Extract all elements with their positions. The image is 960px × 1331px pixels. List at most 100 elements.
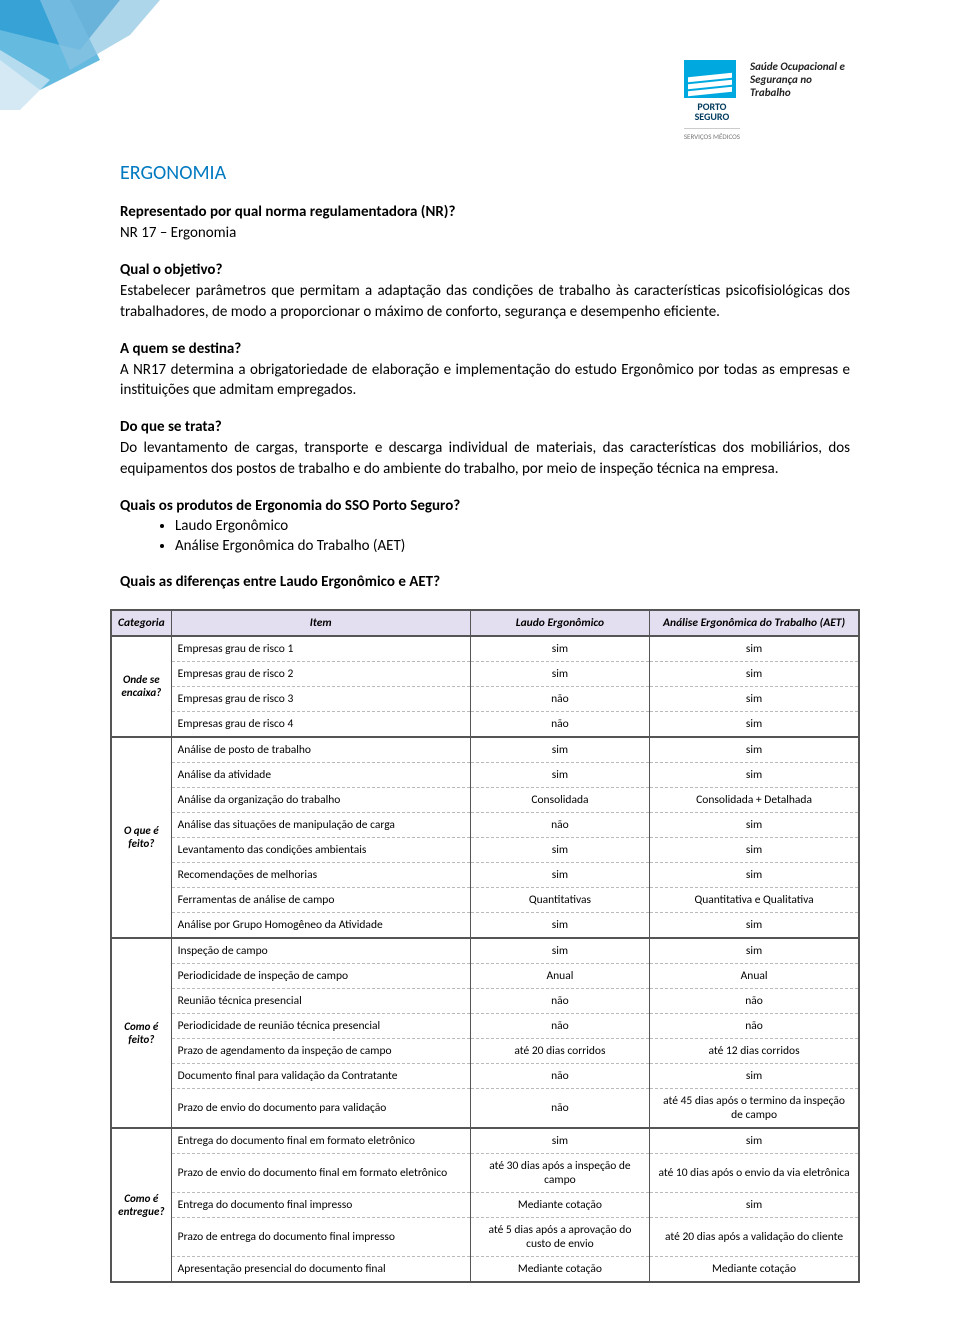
- item-cell: Empresas grau de risco 4: [171, 711, 470, 737]
- aet-cell: sim: [650, 1063, 859, 1088]
- aet-cell: sim: [650, 938, 859, 964]
- laudo-cell: não: [470, 812, 649, 837]
- section-answer: Do levantamento de cargas, transporte e …: [120, 438, 850, 479]
- item-cell: Prazo de agendamento da inspeção de camp…: [171, 1038, 470, 1063]
- table-row: Empresas grau de risco 2simsim: [111, 661, 859, 686]
- laudo-cell: Quantitativas: [470, 887, 649, 912]
- table-row: Periodicidade de inspeção de campoAnualA…: [111, 963, 859, 988]
- laudo-cell: sim: [470, 636, 649, 662]
- table-row: Recomendações de melhoriassimsim: [111, 862, 859, 887]
- table-row: Empresas grau de risco 4nãosim: [111, 711, 859, 737]
- section-answer: NR 17 – Ergonomia: [120, 223, 850, 243]
- item-cell: Prazo de envio do documento final em for…: [171, 1153, 470, 1192]
- laudo-cell: até 20 dias corridos: [470, 1038, 649, 1063]
- aet-cell: sim: [650, 686, 859, 711]
- laudo-cell: Anual: [470, 963, 649, 988]
- laudo-cell: não: [470, 1013, 649, 1038]
- table-row: Documento final para validação da Contra…: [111, 1063, 859, 1088]
- item-cell: Levantamento das condições ambientais: [171, 837, 470, 862]
- category-cell: Como é feito?: [111, 938, 171, 1128]
- laudo-cell: sim: [470, 938, 649, 964]
- laudo-cell: até 5 dias após a aprovação do custo de …: [470, 1217, 649, 1256]
- aet-cell: sim: [650, 636, 859, 662]
- aet-cell: Quantitativa e Qualitativa: [650, 887, 859, 912]
- laudo-cell: não: [470, 686, 649, 711]
- laudo-cell: sim: [470, 661, 649, 686]
- table-row: Ferramentas de análise de campoQuantitat…: [111, 887, 859, 912]
- item-cell: Documento final para validação da Contra…: [171, 1063, 470, 1088]
- item-cell: Análise por Grupo Homogêneo da Atividade: [171, 912, 470, 938]
- aet-cell: Mediante cotação: [650, 1256, 859, 1282]
- laudo-cell: não: [470, 1063, 649, 1088]
- section-question: Do que se trata?: [120, 418, 850, 436]
- laudo-cell: sim: [470, 837, 649, 862]
- table-row: Análise da organização do trabalhoConsol…: [111, 787, 859, 812]
- table-row: Prazo de agendamento da inspeção de camp…: [111, 1038, 859, 1063]
- aet-cell: até 12 dias corridos: [650, 1038, 859, 1063]
- table-row: Prazo de envio do documento para validaç…: [111, 1088, 859, 1128]
- table-row: Onde se encaixa?Empresas grau de risco 1…: [111, 636, 859, 662]
- table-row: Empresas grau de risco 3nãosim: [111, 686, 859, 711]
- item-cell: Prazo de entrega do documento final impr…: [171, 1217, 470, 1256]
- laudo-cell: não: [470, 1088, 649, 1128]
- col-header-aet: Análise Ergonômica do Trabalho (AET): [650, 610, 859, 636]
- category-cell: Onde se encaixa?: [111, 636, 171, 737]
- col-header-laudo: Laudo Ergonômico: [470, 610, 649, 636]
- laudo-cell: não: [470, 711, 649, 737]
- table-row: O que é feito?Análise de posto de trabal…: [111, 737, 859, 763]
- laudo-cell: sim: [470, 762, 649, 787]
- aet-cell: até 10 dias após o envio da via eletrôni…: [650, 1153, 859, 1192]
- aet-cell: sim: [650, 837, 859, 862]
- aet-cell: sim: [650, 762, 859, 787]
- brand-tagline: Saúde Ocupacional e Segurança no Trabalh…: [750, 60, 850, 100]
- table-row: Levantamento das condições ambientaissim…: [111, 837, 859, 862]
- item-cell: Empresas grau de risco 2: [171, 661, 470, 686]
- item-cell: Análise das situações de manipulação de …: [171, 812, 470, 837]
- item-cell: Análise da atividade: [171, 762, 470, 787]
- section-answer: Estabelecer parâmetros que permitam a ad…: [120, 281, 850, 322]
- section-question: Qual o objetivo?: [120, 261, 850, 279]
- diff-question: Quais as diferenças entre Laudo Ergonômi…: [120, 573, 850, 591]
- aet-cell: não: [650, 988, 859, 1013]
- item-cell: Apresentação presencial do documento fin…: [171, 1256, 470, 1282]
- table-header-row: Categoria Item Laudo Ergonômico Análise …: [111, 610, 859, 636]
- aet-cell: sim: [650, 1192, 859, 1217]
- aet-cell: sim: [650, 737, 859, 763]
- table-row: Análise das situações de manipulação de …: [111, 812, 859, 837]
- section-answer: A NR17 determina a obrigatoriedade de el…: [120, 360, 850, 401]
- header-logo-block: PORTOSEGURO SERVIÇOS MÉDICOS Saúde Ocupa…: [120, 60, 850, 141]
- category-cell: Como é entregue?: [111, 1128, 171, 1282]
- corner-decoration: [0, 0, 200, 110]
- aet-cell: Consolidada + Detalhada: [650, 787, 859, 812]
- laudo-cell: sim: [470, 862, 649, 887]
- section-question: Representado por qual norma regulamentad…: [120, 203, 850, 221]
- item-cell: Periodicidade de reunião técnica presenc…: [171, 1013, 470, 1038]
- products-question: Quais os produtos de Ergonomia do SSO Po…: [120, 497, 850, 515]
- table-row: Reunião técnica presencialnãonão: [111, 988, 859, 1013]
- table-row: Prazo de entrega do documento final impr…: [111, 1217, 859, 1256]
- item-cell: Entrega do documento final impresso: [171, 1192, 470, 1217]
- item-cell: Ferramentas de análise de campo: [171, 887, 470, 912]
- aet-cell: sim: [650, 711, 859, 737]
- col-header-item: Item: [171, 610, 470, 636]
- laudo-cell: até 30 dias após a inspeção de campo: [470, 1153, 649, 1192]
- section-question: A quem se destina?: [120, 340, 850, 358]
- comparison-table: Categoria Item Laudo Ergonômico Análise …: [110, 609, 860, 1283]
- brand-name: PORTOSEGURO: [684, 102, 740, 122]
- table-row: Periodicidade de reunião técnica presenc…: [111, 1013, 859, 1038]
- laudo-cell: sim: [470, 1128, 649, 1154]
- table-row: Análise da atividadesimsim: [111, 762, 859, 787]
- aet-cell: sim: [650, 1128, 859, 1154]
- logo-icon: [684, 60, 736, 98]
- item-cell: Reunião técnica presencial: [171, 988, 470, 1013]
- product-item: Análise Ergonômica do Trabalho (AET): [175, 537, 850, 555]
- aet-cell: sim: [650, 661, 859, 686]
- item-cell: Entrega do documento final em formato el…: [171, 1128, 470, 1154]
- laudo-cell: Mediante cotação: [470, 1256, 649, 1282]
- item-cell: Periodicidade de inspeção de campo: [171, 963, 470, 988]
- table-row: Como é entregue?Entrega do documento fin…: [111, 1128, 859, 1154]
- item-cell: Análise de posto de trabalho: [171, 737, 470, 763]
- brand-sub: SERVIÇOS MÉDICOS: [684, 128, 740, 141]
- table-row: Análise por Grupo Homogêneo da Atividade…: [111, 912, 859, 938]
- table-row: Prazo de envio do documento final em for…: [111, 1153, 859, 1192]
